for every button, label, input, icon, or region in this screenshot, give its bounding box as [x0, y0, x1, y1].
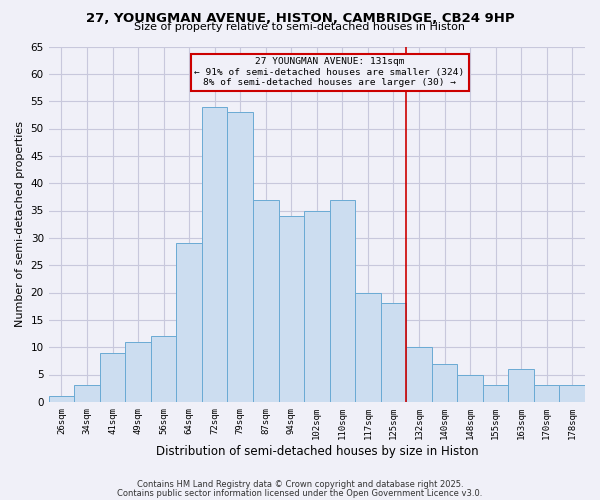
- Bar: [508, 369, 534, 402]
- Bar: [559, 386, 585, 402]
- Bar: [355, 292, 380, 402]
- Bar: [74, 386, 100, 402]
- Bar: [304, 210, 329, 402]
- Bar: [457, 374, 483, 402]
- Bar: [380, 304, 406, 402]
- Bar: [49, 396, 74, 402]
- Bar: [151, 336, 176, 402]
- Text: Size of property relative to semi-detached houses in Histon: Size of property relative to semi-detach…: [134, 22, 466, 32]
- Bar: [534, 386, 559, 402]
- Bar: [483, 386, 508, 402]
- Bar: [176, 244, 202, 402]
- Bar: [100, 352, 125, 402]
- Bar: [278, 216, 304, 402]
- Bar: [202, 106, 227, 402]
- Text: 27, YOUNGMAN AVENUE, HISTON, CAMBRIDGE, CB24 9HP: 27, YOUNGMAN AVENUE, HISTON, CAMBRIDGE, …: [86, 12, 514, 26]
- Bar: [227, 112, 253, 402]
- Bar: [253, 200, 278, 402]
- X-axis label: Distribution of semi-detached houses by size in Histon: Distribution of semi-detached houses by …: [155, 444, 478, 458]
- Bar: [432, 364, 457, 402]
- Bar: [125, 342, 151, 402]
- Bar: [329, 200, 355, 402]
- Text: Contains public sector information licensed under the Open Government Licence v3: Contains public sector information licen…: [118, 488, 482, 498]
- Text: Contains HM Land Registry data © Crown copyright and database right 2025.: Contains HM Land Registry data © Crown c…: [137, 480, 463, 489]
- Y-axis label: Number of semi-detached properties: Number of semi-detached properties: [15, 121, 25, 327]
- Bar: [406, 347, 432, 402]
- Text: 27 YOUNGMAN AVENUE: 131sqm
← 91% of semi-detached houses are smaller (324)
8% of: 27 YOUNGMAN AVENUE: 131sqm ← 91% of semi…: [194, 58, 465, 87]
